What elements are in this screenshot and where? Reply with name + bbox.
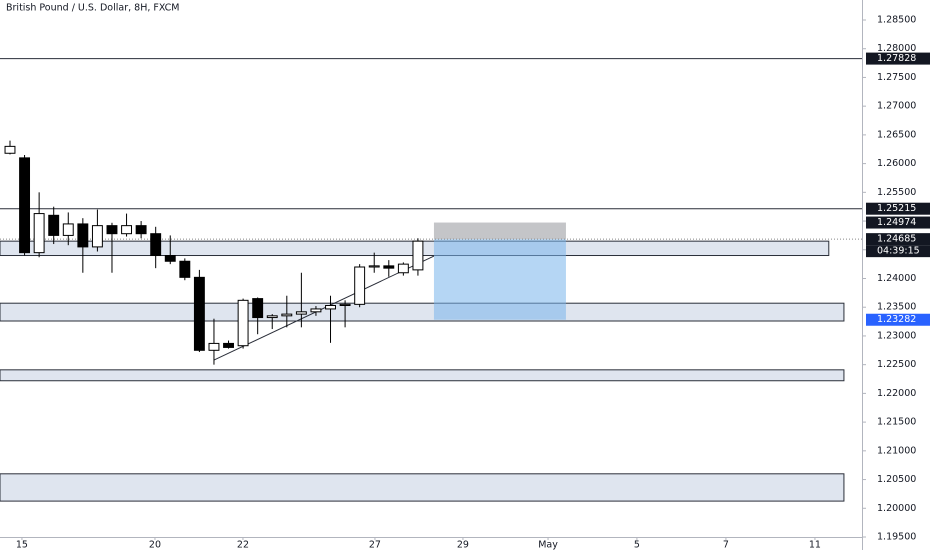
entry-label-bg xyxy=(866,233,930,246)
zone xyxy=(0,302,845,322)
candle-body xyxy=(33,213,45,254)
zone xyxy=(0,369,845,382)
y-tick-label: 1.23500 xyxy=(877,302,916,313)
target-label-bg xyxy=(866,216,930,229)
y-tick-label: 1.26000 xyxy=(877,158,916,169)
x-tick-label: 22 xyxy=(237,540,249,550)
x-tick-label: 20 xyxy=(149,540,161,550)
candle-body xyxy=(252,298,264,319)
candle-body xyxy=(135,225,147,235)
candle-body xyxy=(193,276,205,351)
y-tick-label: 1.22500 xyxy=(877,359,916,370)
candle-body xyxy=(150,233,162,257)
stop-zone xyxy=(433,239,566,320)
candle-body xyxy=(412,240,424,271)
y-tick-label: 1.28000 xyxy=(877,43,916,54)
candle-body xyxy=(164,255,176,262)
candle-body xyxy=(325,304,336,310)
stop-label: 1.23282 xyxy=(877,314,916,325)
x-tick-label: 5 xyxy=(634,540,640,550)
y-tick-label: 1.23000 xyxy=(877,330,916,341)
hline-label: 1.27828 xyxy=(877,53,916,64)
zone xyxy=(0,473,845,502)
candle-body xyxy=(295,311,307,315)
y-tick-label: 1.24000 xyxy=(877,273,916,284)
candle-body xyxy=(106,225,118,235)
hline-label-bg xyxy=(866,52,930,65)
candle-body xyxy=(179,260,191,278)
candle-body xyxy=(339,303,351,306)
x-tick-label: 7 xyxy=(723,540,729,550)
y-tick-label: 1.19500 xyxy=(877,532,916,543)
candle-body xyxy=(354,266,366,305)
y-tick-label: 1.26500 xyxy=(877,129,916,140)
target-zone xyxy=(433,222,566,240)
y-tick-label: 1.27500 xyxy=(877,72,916,83)
candle-body xyxy=(208,342,220,351)
countdown-bg xyxy=(866,245,930,258)
candle-body xyxy=(19,157,31,254)
x-tick-label: May xyxy=(538,540,558,550)
candle-body xyxy=(397,263,409,274)
candle-body xyxy=(4,145,16,154)
x-tick-label: 11 xyxy=(809,540,821,550)
y-tick-label: 1.25500 xyxy=(877,187,916,198)
trendline xyxy=(213,255,435,361)
candle-body xyxy=(62,223,74,236)
candle-body xyxy=(48,214,60,236)
y-tick-label: 1.27000 xyxy=(877,101,916,112)
target-label: 1.24974 xyxy=(877,217,916,228)
countdown: 04:39:15 xyxy=(877,246,920,257)
candle-body xyxy=(266,315,278,319)
x-tick-label: 29 xyxy=(457,540,469,550)
candle-body xyxy=(383,265,395,269)
candle-body xyxy=(91,225,103,248)
y-tick-label: 1.20500 xyxy=(877,474,916,485)
y-tick-label: 1.28500 xyxy=(877,14,916,25)
candle-body xyxy=(77,223,89,248)
candle-body xyxy=(310,308,322,313)
hline-label-bg xyxy=(866,202,930,215)
chart-title: British Pound / U.S. Dollar, 8H, FXCM xyxy=(6,3,180,14)
stop-label-bg xyxy=(866,313,930,326)
candle-body xyxy=(121,225,133,235)
y-tick-label: 1.21500 xyxy=(877,417,916,428)
y-tick-label: 1.21000 xyxy=(877,445,916,456)
entry-label: 1.24685 xyxy=(877,234,916,245)
y-tick-label: 1.22000 xyxy=(877,388,916,399)
candle-body xyxy=(368,265,380,268)
candle-body xyxy=(237,299,249,347)
candle-body xyxy=(223,342,234,348)
x-tick-label: 15 xyxy=(16,540,28,550)
hline-label: 1.25215 xyxy=(877,203,916,214)
candle-body xyxy=(281,313,293,317)
x-tick-label: 27 xyxy=(369,540,381,550)
y-tick-label: 1.20000 xyxy=(877,503,916,514)
